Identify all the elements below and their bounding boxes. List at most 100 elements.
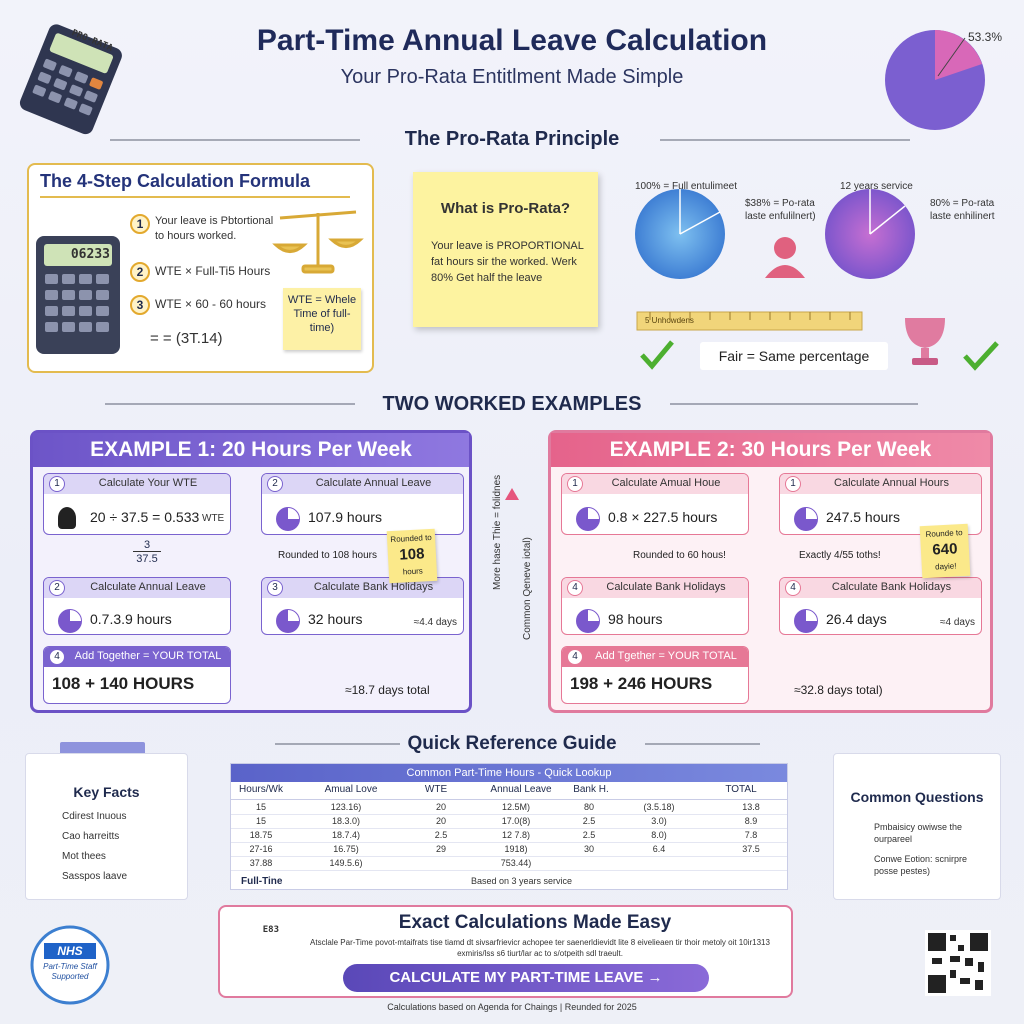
step-number: 4 <box>49 649 65 665</box>
question: Conwe Eotion: scnirpre posse pestes) <box>874 854 968 876</box>
note-line: 108 <box>398 545 425 564</box>
step-card: 4 Calculate Bank Holidays 98 hours <box>561 577 749 635</box>
note-line: hours <box>402 566 424 577</box>
table-cell: 3.0) <box>651 816 667 826</box>
table-footer: Full-Tine <box>241 876 283 887</box>
footer: Calculations based on Agenda for Chaings… <box>387 1002 637 1012</box>
note-line: dayie! <box>934 561 957 572</box>
table-cell: 8.0) <box>651 830 667 840</box>
table-cell: 13.8 <box>742 802 760 812</box>
note-line: Rounded to <box>390 532 432 545</box>
table-cell: 30 <box>583 844 594 854</box>
cta-button[interactable]: CALCULATE MY PART-TIME LEAVE → <box>343 964 709 992</box>
step-heading: Add Tgether = YOUR TOTAL <box>595 650 737 662</box>
table-cell: 8.9 <box>744 816 758 826</box>
table-cell: 1918) <box>504 844 528 854</box>
table-cell: 37.88 <box>249 858 273 868</box>
pie-icon <box>576 507 600 531</box>
step-card: 1 Calculate Your WTE 20 ÷ 37.5 = 0.533 WTE <box>43 473 231 535</box>
rounded-text: Rounded to 60 hous! <box>633 550 726 561</box>
table-cell: 2.5 <box>582 816 596 826</box>
step-card: 4 Add Together = YOUR TOTAL 108 + 140 HOUR… <box>43 646 231 704</box>
note-line: 640 <box>931 540 958 559</box>
pie-icon <box>276 609 300 633</box>
key-fact: Mot thees <box>62 851 106 862</box>
section-heading: TWO WORKED EXAMPLES <box>382 393 642 415</box>
formula-result: = = (3T.14) <box>150 330 223 347</box>
total-days: ≈32.8 days total) <box>794 683 883 697</box>
sticky-note: What is Pro-Rata? Your leave is PROPORTIO… <box>413 172 598 327</box>
step-card-header <box>44 647 230 667</box>
step-number: 3 <box>267 580 283 596</box>
sticky-title: What is Pro-Rata? <box>440 200 571 217</box>
cta-text: Atsclale Par-Time povot-mtaifrats tise t… <box>310 938 770 958</box>
step-side: ≈4 days <box>940 617 975 628</box>
step-heading: Calculate Your WTE <box>98 477 198 489</box>
note-line: Rounde to <box>925 528 963 539</box>
table-cell: 27-16 <box>249 844 273 854</box>
step-number: 3 <box>130 295 150 315</box>
step-text: WTE × 60 - 60 hours <box>155 297 267 311</box>
step-value: 20 ÷ 37.5 = 0.533 <box>90 509 200 525</box>
key-fact: Cdirest Inuous <box>62 811 127 822</box>
row-rule <box>231 814 787 815</box>
pie-icon <box>276 507 300 531</box>
table-cell: 15 <box>255 802 266 812</box>
step-card: 2 Calculate Annual Leave 107.9 hours <box>261 473 464 535</box>
header-rule <box>231 799 787 800</box>
table-cell: (3.5.18) <box>643 802 675 812</box>
step-number: 4 <box>567 580 583 596</box>
step-number: 4 <box>785 580 801 596</box>
section-heading: The Pro-Rata Principle <box>404 128 620 150</box>
step-value: 32 hours <box>308 611 363 627</box>
calculator-display: 06233 <box>70 247 110 262</box>
step-number: 2 <box>267 476 283 492</box>
step-number: 1 <box>49 476 65 492</box>
pie-caption: 80% = Po-rata laste enhilinert <box>930 198 995 222</box>
step-text: Your leave is Pbtortional to hours worke… <box>155 215 274 242</box>
sticky-text: Your leave is PROPORTIONAL fat hours sir… <box>431 240 584 284</box>
column-header: TOTAL <box>725 784 757 795</box>
rounded-note: Rounded to 108 hours <box>386 528 438 584</box>
fraction-top: 3 <box>133 539 161 552</box>
example-panel: EXAMPLE 1: 20 Hours Per Week 1 Calculate Y… <box>30 430 472 713</box>
step-card: 1 Calculate Amual Houe 0.8 × 227.5 hours <box>561 473 749 535</box>
table-cell: 15 <box>255 816 266 826</box>
table-cell: 149.5.6) <box>329 858 363 868</box>
step-card: 4 Calculate Bank Holidays 26.4 days ≈4 days <box>779 577 982 635</box>
row-rule <box>231 828 787 829</box>
step-value: 0.8 × 227.5 hours <box>608 509 718 525</box>
table-cell: 17.0(8) <box>501 816 531 826</box>
step-value: 247.5 hours <box>826 509 900 525</box>
step-heading: Calculate Annual Leave <box>315 477 432 489</box>
column-header: Annual Leave <box>490 784 552 795</box>
step-number: 2 <box>49 580 65 596</box>
table-cell: 6.4 <box>652 844 666 854</box>
pie-caption: $38% = Po-rata laste enfulilnert) <box>745 198 816 222</box>
table-cell: 29 <box>435 844 446 854</box>
fraction-bottom: 37.5 <box>136 553 158 565</box>
step-heading: Calculate Annual Hours <box>834 477 949 489</box>
table-cell: 20 <box>435 802 446 812</box>
step-card-header <box>262 578 463 598</box>
pie-label: 53.3% <box>968 30 1003 44</box>
step-card: 3 Calculate Bank Holidays 32 hours ≈4.4 day… <box>261 577 464 635</box>
step-heading: Calculate Bank Holidays <box>606 581 726 593</box>
table-cell: 2.5 <box>434 830 448 840</box>
step-text: WTE × Full-Ti5 Hours <box>155 264 271 278</box>
title-underline <box>40 196 350 198</box>
example-title: EXAMPLE 2: 30 Hours Per Week <box>551 433 990 467</box>
step-heading: Calculate Annual Leave <box>90 581 206 593</box>
cta-title: Exact Calculations Made Easy <box>398 912 672 933</box>
step-card-header <box>562 647 748 667</box>
table-cell: 18.75 <box>249 830 273 840</box>
table-cell: 18.7.4) <box>331 830 361 840</box>
step-card-header <box>780 578 981 598</box>
step-value: 108 + 140 HOURS <box>52 674 195 693</box>
step-heading: Calculate Bank Holidays <box>831 581 952 593</box>
total-days: ≈18.7 days total <box>345 683 430 697</box>
pie-icon <box>794 507 818 531</box>
step-number: 1 <box>130 214 150 234</box>
step-card-header <box>780 474 981 494</box>
